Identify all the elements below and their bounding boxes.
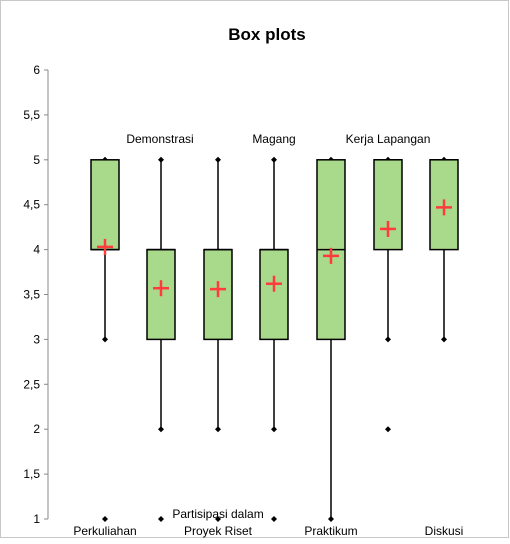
category-label-kerja-lapangan: Kerja Lapangan [346, 132, 431, 146]
outlier-point [158, 516, 164, 522]
y-tick-label: 3,5 [23, 288, 40, 302]
box-group [259, 156, 289, 522]
y-tick-label: 6 [33, 63, 40, 77]
box-group [373, 156, 403, 433]
outlier-point [385, 426, 391, 433]
whisker-end-marker [158, 156, 164, 163]
y-tick-label: 5 [33, 153, 40, 167]
box-group [203, 156, 233, 522]
outlier-point [102, 516, 108, 522]
whisker-end-marker [215, 156, 221, 163]
boxes-layer [90, 156, 459, 522]
whisker-end-marker [215, 426, 221, 433]
whisker-end-marker [158, 426, 164, 433]
y-tick-label: 1 [33, 512, 40, 526]
category-label-proyek-riset: Proyek Riset [184, 524, 253, 538]
box-group [146, 156, 176, 522]
y-axis: 1 1,5 2 2,5 3 3,5 4 4,5 5 5,5 6 [23, 63, 49, 526]
box-group [90, 156, 120, 522]
box-iqr [90, 159, 120, 251]
y-tick-label: 3 [33, 332, 40, 346]
box-group [429, 156, 459, 343]
y-tick-label: 5,5 [23, 108, 40, 122]
category-label-perkuliahan: Perkuliahan [73, 524, 136, 538]
category-label-praktikum: Praktikum [304, 524, 357, 538]
y-tick-label: 1,5 [23, 467, 40, 481]
whisker-end-marker [385, 336, 391, 343]
category-label-diskusi: Diskusi [425, 524, 464, 538]
outlier-point [271, 516, 277, 522]
outlier-point [215, 516, 221, 522]
chart-title: Box plots [228, 25, 305, 44]
category-label-magang: Magang [252, 132, 295, 146]
whisker-end-marker [441, 336, 447, 343]
box-group [316, 156, 346, 522]
category-labels: Perkuliahan Demonstrasi Proyek Riset Mag… [73, 132, 463, 538]
category-label-partisipasi-dalam: Partisipasi dalam [172, 507, 263, 521]
whisker-end-marker [328, 516, 334, 522]
y-tick-label: 2,5 [23, 377, 40, 391]
y-tick-label: 2 [33, 422, 40, 436]
whisker-end-marker [102, 336, 108, 343]
whisker-end-marker [271, 426, 277, 433]
category-label-demonstrasi: Demonstrasi [126, 132, 193, 146]
y-tick-label: 4 [33, 243, 40, 257]
box-iqr [259, 248, 289, 341]
y-tick-label: 4,5 [23, 198, 40, 212]
whisker-end-marker [271, 156, 277, 163]
